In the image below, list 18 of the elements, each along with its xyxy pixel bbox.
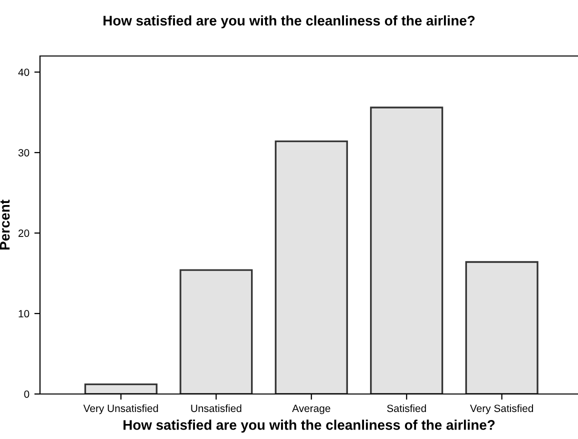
x-tick-label: Unsatisfied [191,404,242,412]
x-axis-title: How satisfied are you with the cleanliness of the airline? [124,420,495,433]
bar [465,261,538,394]
chart-title: How satisfied are you with the cleanliness of the airline? [104,15,475,28]
y-tick-label: 10 [18,310,30,318]
x-tick-label: Very Unsatisfied [83,404,158,414]
y-tick-label: 30 [18,149,30,156]
x-tick-label: Very Satisfied [470,404,533,414]
y-tick-label: 0 [24,390,30,398]
y-axis-title: Percent [0,200,10,250]
y-tick-label: 20 [18,230,30,237]
bar [274,140,348,394]
bar [370,106,444,394]
x-tick-label: Satisfied [387,404,426,412]
y-tick-label: 40 [18,68,30,76]
bar [180,269,253,394]
bar [84,384,158,394]
x-tick-label: Average [292,404,330,414]
